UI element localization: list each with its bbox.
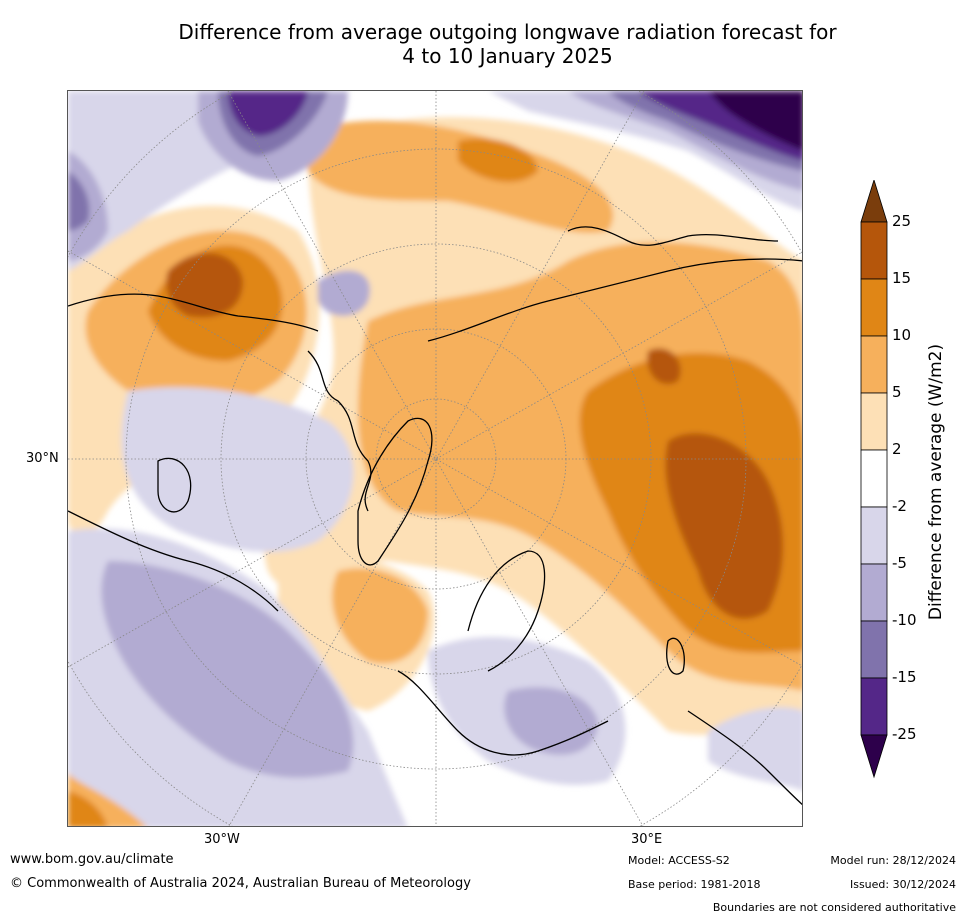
region-east-asia-light-purple [708,707,802,791]
region-atlantic-purple [101,561,354,778]
colorbar-level-3 [860,335,888,394]
colorbar-tick-label: 25 [892,212,912,230]
coastline-canada-arctic [307,350,372,512]
region-top-right-darkest-purple [708,91,802,151]
graticule [68,91,802,826]
colorbar-tick-label: 5 [892,383,902,401]
coastline-chukotka [567,226,779,246]
colorbar-level-4 [860,392,888,451]
base-period: Base period: 1981-2018 [628,878,761,891]
region-central-asia-brown [665,433,783,619]
title-line-2: 4 to 10 January 2025 [402,44,613,68]
coastline-east-asia [687,710,802,806]
colorbar-level-7 [860,563,888,622]
colorbar-tick-label: 10 [892,326,912,344]
colorbar-tick-label: -15 [892,668,917,686]
model-run: Model run: 28/12/2024 [830,854,956,867]
colorbar-level-2 [860,278,888,337]
region-hudson-purple [318,270,370,316]
coastline-greenland [357,417,433,566]
region-alaska-brown [166,252,243,318]
region-bottom-left-dark-orange [68,791,108,826]
coastline-scandinavia [467,550,546,672]
lon-label-30e: 30°E [631,832,663,847]
region-siberia-brown-spot [647,348,681,385]
region-north-pacific-orange [308,120,614,234]
colorbar-graphic [860,178,888,779]
boundary-disclaimer: Boundaries are not considered authoritat… [712,901,956,914]
colorbar-level-9 [860,677,888,736]
coastline-caspian [666,637,685,675]
anomaly-map [67,90,803,827]
coastline-siberia-north [427,258,802,342]
coastline-hudson-bay [157,457,192,513]
title-line-1: Difference from average outgoing longwav… [178,20,837,44]
colorbar-tick-label: 2 [892,440,902,458]
coastline-north-america-east [68,510,279,612]
colorbar-level-6 [860,506,888,565]
coastlines [68,226,802,806]
lat-label-30n: 30°N [26,451,59,466]
colorbar-tick-label: -2 [892,497,907,515]
region-greenland-sea-orange [332,568,428,664]
model-info: Model: ACCESS-S2 [628,854,730,867]
colorbar-level-8 [860,620,888,679]
lon-label-30w: 30°W [204,832,240,847]
colorbar-extend-min [860,734,888,779]
colorbar-tick-label: -25 [892,725,917,743]
colorbar [855,178,895,788]
colorbar-tick-label: -5 [892,554,907,572]
site-url: www.bom.gov.au/climate [10,852,174,867]
coastline-europe [397,670,609,756]
region-balkans-purple [504,687,598,755]
region-left-edge-dark-purple [68,171,90,231]
issued-date: Issued: 30/12/2024 [849,878,956,891]
colorbar-title: Difference from average (W/m2) [926,343,946,621]
colorbar-level-1 [860,221,888,280]
chart-title: Difference from average outgoing longwav… [60,20,955,68]
colorbar-extend-max [860,178,888,223]
colorbar-tick-label: -10 [892,611,917,629]
colorbar-level-5 [860,449,888,508]
region-pacific-dark-orange [458,138,538,182]
copyright: © Commonwealth of Australia 2024, Austra… [10,876,471,891]
colorbar-tick-label: 15 [892,269,912,287]
anomaly-fields [68,91,802,826]
coastline-alaska [68,293,319,332]
region-pacific-deep-purple [228,91,308,136]
